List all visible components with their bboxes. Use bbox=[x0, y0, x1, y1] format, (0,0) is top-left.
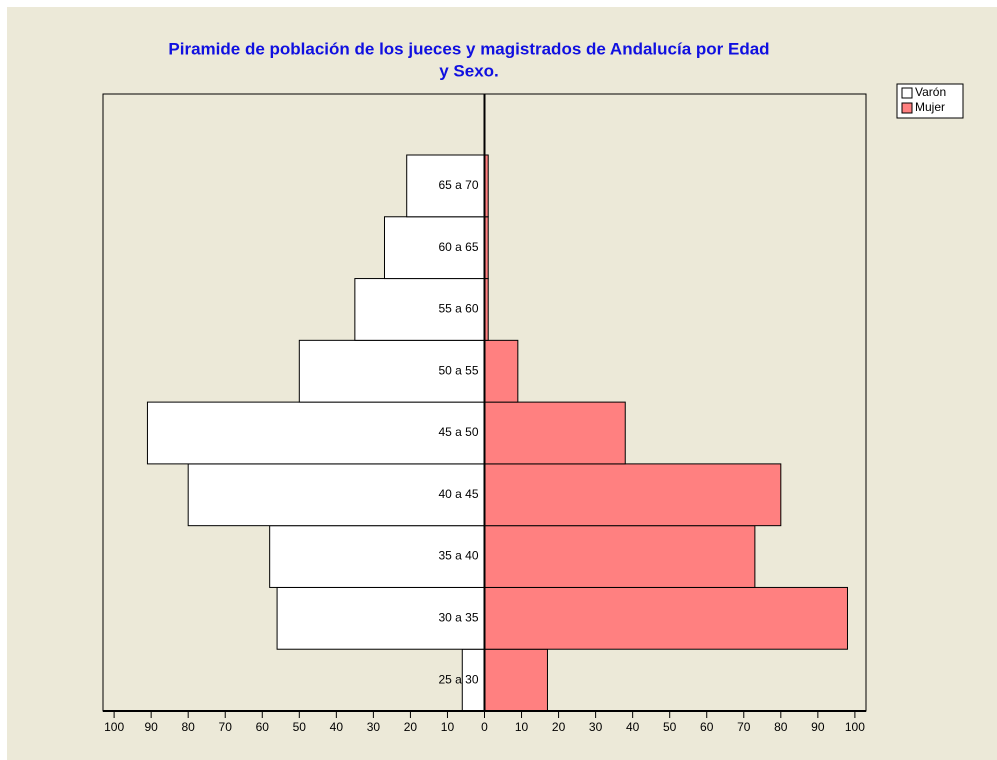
bar bbox=[484, 401, 626, 465]
bar bbox=[146, 401, 486, 465]
legend-label: Mujer bbox=[915, 100, 945, 114]
y-tick-label: 40 a 45 bbox=[438, 487, 478, 501]
x-tick-label: 50 bbox=[663, 720, 677, 734]
y-tick-label: 60 a 65 bbox=[438, 240, 478, 254]
x-tick-label: 10 bbox=[441, 720, 455, 734]
y-tick-label: 25 a 30 bbox=[438, 672, 478, 686]
y-tick-label: 35 a 40 bbox=[438, 549, 478, 563]
y-tick-label: 50 a 55 bbox=[438, 363, 478, 377]
x-tick-label: 40 bbox=[330, 720, 344, 734]
x-tick-label: 10 bbox=[515, 720, 529, 734]
x-tick-label: 70 bbox=[737, 720, 751, 734]
bar bbox=[187, 463, 485, 527]
y-tick-label: 30 a 35 bbox=[438, 611, 478, 625]
legend-swatch bbox=[901, 102, 913, 114]
y-tick-label: 55 a 60 bbox=[438, 302, 478, 316]
x-tick-label: 60 bbox=[700, 720, 714, 734]
y-tick-label: 45 a 50 bbox=[438, 425, 478, 439]
x-tick-label: 90 bbox=[811, 720, 825, 734]
bar bbox=[484, 339, 519, 403]
bar bbox=[383, 216, 485, 280]
chart-title: y Sexo. bbox=[439, 61, 499, 80]
x-tick-label: 50 bbox=[293, 720, 307, 734]
bar bbox=[484, 463, 782, 527]
bar bbox=[484, 586, 848, 650]
bar bbox=[354, 278, 485, 341]
x-tick-label: 0 bbox=[481, 720, 488, 734]
bar bbox=[298, 339, 485, 403]
x-tick-label: 80 bbox=[774, 720, 788, 734]
x-tick-label: 80 bbox=[182, 720, 196, 734]
legend-swatch bbox=[901, 87, 913, 99]
x-tick-label: 20 bbox=[404, 720, 418, 734]
y-tick-label: 65 a 70 bbox=[438, 178, 478, 192]
bar bbox=[484, 648, 548, 712]
x-tick-label: 30 bbox=[589, 720, 603, 734]
x-tick-label: 20 bbox=[552, 720, 566, 734]
x-tick-label: 90 bbox=[144, 720, 158, 734]
x-tick-label: 40 bbox=[626, 720, 640, 734]
legend-label: Varón bbox=[915, 85, 946, 99]
bar bbox=[406, 154, 485, 218]
x-tick-label: 60 bbox=[256, 720, 270, 734]
x-tick-label: 100 bbox=[845, 720, 865, 734]
x-tick-label: 70 bbox=[219, 720, 233, 734]
bar bbox=[484, 525, 756, 588]
chart-title: Piramide de población de los jueces y ma… bbox=[168, 39, 769, 58]
x-tick-label: 30 bbox=[367, 720, 381, 734]
x-tick-label: 100 bbox=[104, 720, 124, 734]
